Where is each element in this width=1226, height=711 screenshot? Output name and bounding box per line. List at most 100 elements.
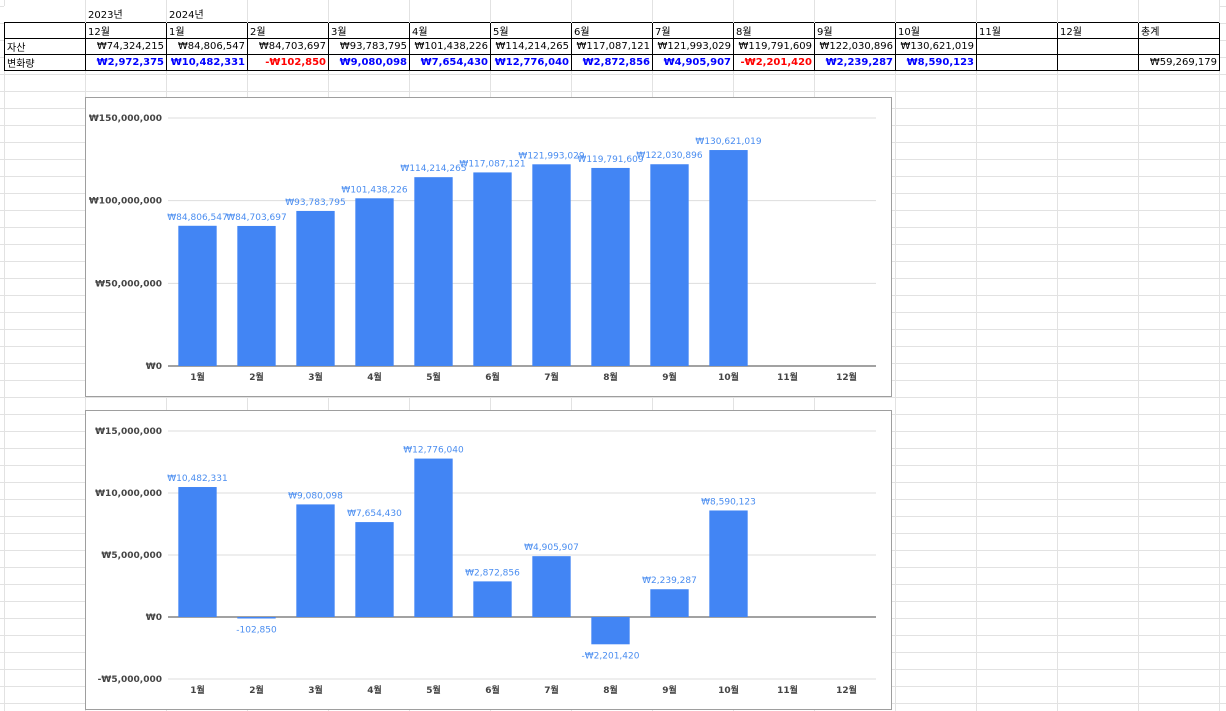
header-cell[interactable]: 12월 [85,21,167,39]
header-cell[interactable]: 6월 [571,21,653,39]
header-cell[interactable]: 총계 [1138,21,1220,39]
cell[interactable] [976,6,1058,22]
change-cell[interactable]: ₩2,872,856 [571,53,653,71]
change-cell[interactable]: ₩9,080,098 [328,53,410,71]
data-table: 2023년 2024년 12월 1월 2월 3월 4월 5월 6월 7월 8월 … [4,6,1220,71]
change-chart-svg: -₩5,000,000 ₩0 ₩5,000,000 ₩10,000,000 ₩15,00… [95,427,876,696]
data-label: ₩122,030,896 [636,151,702,161]
header-cell[interactable] [4,21,86,39]
cell[interactable] [814,6,896,22]
change-cell[interactable]: ₩8,590,123 [895,53,977,71]
assets-chart[interactable]: ₩0 ₩50,000,000 ₩100,000,000 ₩150,000,000 ₩84… [85,97,892,397]
year-row: 2023년 2024년 [4,6,1220,22]
bar [591,167,630,366]
y-tick-label: ₩100,000,000 [89,197,162,207]
header-cell[interactable]: 11월 [976,21,1058,39]
header-cell[interactable]: 10월 [895,21,977,39]
x-tick-label: 7월 [544,371,559,383]
header-cell[interactable]: 12월 [1057,21,1139,39]
x-tick-label: 1월 [190,684,205,696]
bar [532,556,571,617]
x-tick-label: 5월 [426,684,441,696]
asset-cell[interactable]: ₩117,087,121 [571,37,653,55]
header-cell[interactable]: 4월 [409,21,491,39]
header-cell[interactable]: 7월 [652,21,734,39]
change-total-cell[interactable]: ₩59,269,179 [1138,53,1220,71]
cell[interactable] [409,6,491,22]
year-2023-cell[interactable]: 2023년 [85,6,167,22]
assets-label-cell[interactable]: 자산 [4,37,86,55]
asset-cell[interactable]: ₩130,621,019 [895,37,977,55]
asset-cell[interactable] [1057,37,1139,55]
data-label: ₩2,239,287 [642,576,697,586]
cell[interactable] [733,6,815,22]
data-label: ₩10,482,331 [167,474,227,484]
cell[interactable] [1057,6,1139,22]
change-cell[interactable]: -₩2,201,420 [733,53,815,71]
cell[interactable] [490,6,572,22]
cell[interactable] [1138,6,1220,22]
asset-cell[interactable]: ₩101,438,226 [409,37,491,55]
cell[interactable] [4,6,86,22]
asset-cell[interactable]: ₩119,791,609 [733,37,815,55]
bar [296,210,335,366]
cell[interactable] [328,6,410,22]
bar [650,589,689,617]
change-cell[interactable]: ₩12,776,040 [490,53,572,71]
change-cell[interactable] [1057,53,1139,71]
change-cell[interactable]: ₩4,905,907 [652,53,734,71]
y-tick-label: ₩150,000,000 [89,114,162,124]
header-cell[interactable]: 2월 [247,21,329,39]
change-cell[interactable] [976,53,1058,71]
header-cell[interactable]: 8월 [733,21,815,39]
cell[interactable] [571,6,653,22]
change-label-cell[interactable]: 변화량 [4,53,86,71]
asset-cell[interactable]: ₩84,703,697 [247,37,329,55]
change-cell[interactable]: ₩2,239,287 [814,53,896,71]
change-cell[interactable]: ₩10,482,331 [166,53,248,71]
asset-cell[interactable] [976,37,1058,55]
data-label: ₩9,080,098 [288,491,343,501]
cell[interactable] [652,6,734,22]
header-cell[interactable]: 3월 [328,21,410,39]
bar [355,198,394,366]
asset-cell[interactable]: ₩122,030,896 [814,37,896,55]
change-cell[interactable]: ₩7,654,430 [409,53,491,71]
data-label: ₩12,776,040 [403,446,464,456]
x-tick-label: 1월 [190,371,205,383]
x-tick-label: 12월 [836,371,857,383]
bar [650,164,689,366]
header-cell[interactable]: 9월 [814,21,896,39]
x-tick-label: 5월 [426,371,441,383]
data-label: ₩121,993,029 [518,151,584,161]
cell[interactable] [247,6,329,22]
y-tick-label: ₩0 [146,362,162,372]
change-cell[interactable]: -₩102,850 [247,53,329,71]
change-cell[interactable]: ₩2,972,375 [85,53,167,71]
asset-cell[interactable]: ₩93,783,795 [328,37,410,55]
asset-cell[interactable]: ₩121,993,029 [652,37,734,55]
asset-cell[interactable] [1138,37,1220,55]
asset-cell[interactable]: ₩84,806,547 [166,37,248,55]
assets-row: 자산 ₩74,324,215 ₩84,806,547 ₩84,703,697 ₩… [4,37,1220,55]
y-tick-label: ₩10,000,000 [95,489,162,499]
header-cell[interactable]: 1월 [166,21,248,39]
data-label: ₩8,590,123 [701,497,756,507]
change-chart[interactable]: -₩5,000,000 ₩0 ₩5,000,000 ₩10,000,000 ₩15,00… [85,410,892,710]
x-tick-label: 11월 [777,371,798,383]
x-tick-label: 9월 [662,371,677,383]
x-tick-label: 8월 [603,684,618,696]
asset-cell[interactable]: ₩74,324,215 [85,37,167,55]
asset-cell[interactable]: ₩114,214,265 [490,37,572,55]
cell[interactable] [895,6,977,22]
y-tick-label: ₩50,000,000 [95,279,162,289]
header-cell[interactable]: 5월 [490,21,572,39]
x-tick-label: 4월 [367,684,382,696]
x-tick-label: 6월 [485,371,500,383]
bar [178,225,217,366]
year-2024-cell[interactable]: 2024년 [166,6,248,22]
x-tick-label: 10월 [718,684,739,696]
y-tick-label: ₩5,000,000 [101,551,162,561]
bar [591,617,630,645]
data-label: -102,850 [236,625,277,635]
